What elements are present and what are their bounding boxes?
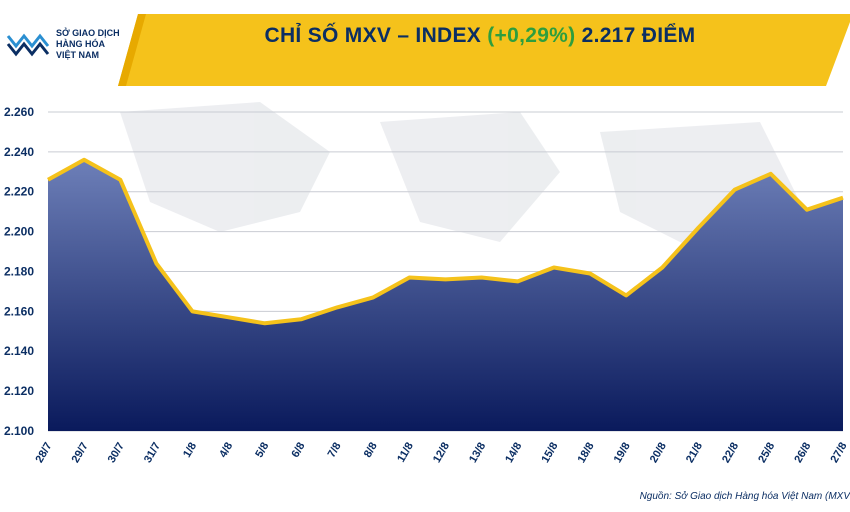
y-tick-label: 2.200 xyxy=(4,225,34,239)
y-tick-label: 2.180 xyxy=(4,264,34,278)
y-tick-label: 2.260 xyxy=(4,105,34,119)
x-tick-label: 8/8 xyxy=(362,441,380,460)
y-axis-ticks: 2.100 2.120 2.140 2.160 2.180 2.200 2.220 2.240… xyxy=(4,105,34,438)
x-tick-label: 26/8 xyxy=(792,441,813,466)
x-tick-label: 14/8 xyxy=(503,441,524,466)
chart-title: CHỈ SỐ MXV – INDEX (+0,29%) 2.217 ĐIỂM xyxy=(200,24,760,48)
title-suffix: 2.217 ĐIỂM xyxy=(575,24,696,47)
logo-line-2: HÀNG HÓA xyxy=(56,39,105,49)
x-tick-label: 20/8 xyxy=(648,441,669,466)
x-tick-label: 27/8 xyxy=(828,441,849,466)
x-tick-label: 29/7 xyxy=(70,441,91,466)
title-change-percent: (+0,29%) xyxy=(487,24,576,47)
index-chart: 2.100 2.120 2.140 2.160 2.180 2.200 2.220 2.240… xyxy=(4,102,850,466)
x-tick-label: 5/8 xyxy=(253,441,271,460)
y-tick-label: 2.220 xyxy=(4,185,34,199)
y-tick-label: 2.160 xyxy=(4,304,34,318)
y-tick-label: 2.140 xyxy=(4,344,34,358)
y-tick-label: 2.120 xyxy=(4,384,34,398)
x-tick-label: 21/8 xyxy=(684,441,705,466)
mxv-logo: SỞ GIAO DỊCH HÀNG HÓA VIỆT NAM xyxy=(4,20,144,72)
x-tick-label: 6/8 xyxy=(290,441,308,460)
title-prefix: CHỈ SỐ MXV – INDEX xyxy=(264,24,488,47)
x-tick-label: 11/8 xyxy=(395,441,416,465)
y-tick-label: 2.240 xyxy=(4,145,34,159)
x-tick-label: 22/8 xyxy=(720,441,741,466)
x-tick-label: 31/7 xyxy=(142,441,163,466)
x-tick-label: 25/8 xyxy=(756,441,777,466)
x-tick-label: 13/8 xyxy=(467,441,488,466)
x-tick-label: 7/8 xyxy=(326,441,344,460)
logo-line-1: SỞ GIAO DỊCH xyxy=(56,28,120,38)
x-axis-ticks: 28/7 29/7 30/7 31/7 1/8 4/8 5/8 6/8 7/8 8/8 11/8 12… xyxy=(33,441,849,466)
header-yellow-band xyxy=(0,14,850,86)
chart-header: SỞ GIAO DỊCH HÀNG HÓA VIỆT NAM CHỈ SỐ MX… xyxy=(0,0,850,92)
logo-line-3: VIỆT NAM xyxy=(56,50,100,60)
x-tick-label: 30/7 xyxy=(106,441,127,466)
source-note: Nguồn: Sở Giao dịch Hàng hóa Việt Nam (M… xyxy=(639,491,850,502)
index-line xyxy=(47,157,844,326)
mxv-logo-mark xyxy=(6,32,50,57)
index-area xyxy=(48,159,843,432)
x-tick-label: 18/8 xyxy=(576,441,597,466)
header-divider xyxy=(118,14,146,86)
x-tick-label: 12/8 xyxy=(431,441,452,466)
x-tick-label: 15/8 xyxy=(539,441,560,466)
x-tick-label: 1/8 xyxy=(181,441,199,460)
x-tick-label: 19/8 xyxy=(612,441,633,466)
y-tick-label: 2.100 xyxy=(4,424,34,438)
x-tick-label: 4/8 xyxy=(217,441,235,460)
x-tick-label: 28/7 xyxy=(33,441,54,466)
logo-text: SỞ GIAO DỊCH HÀNG HÓA VIỆT NAM xyxy=(56,28,120,61)
